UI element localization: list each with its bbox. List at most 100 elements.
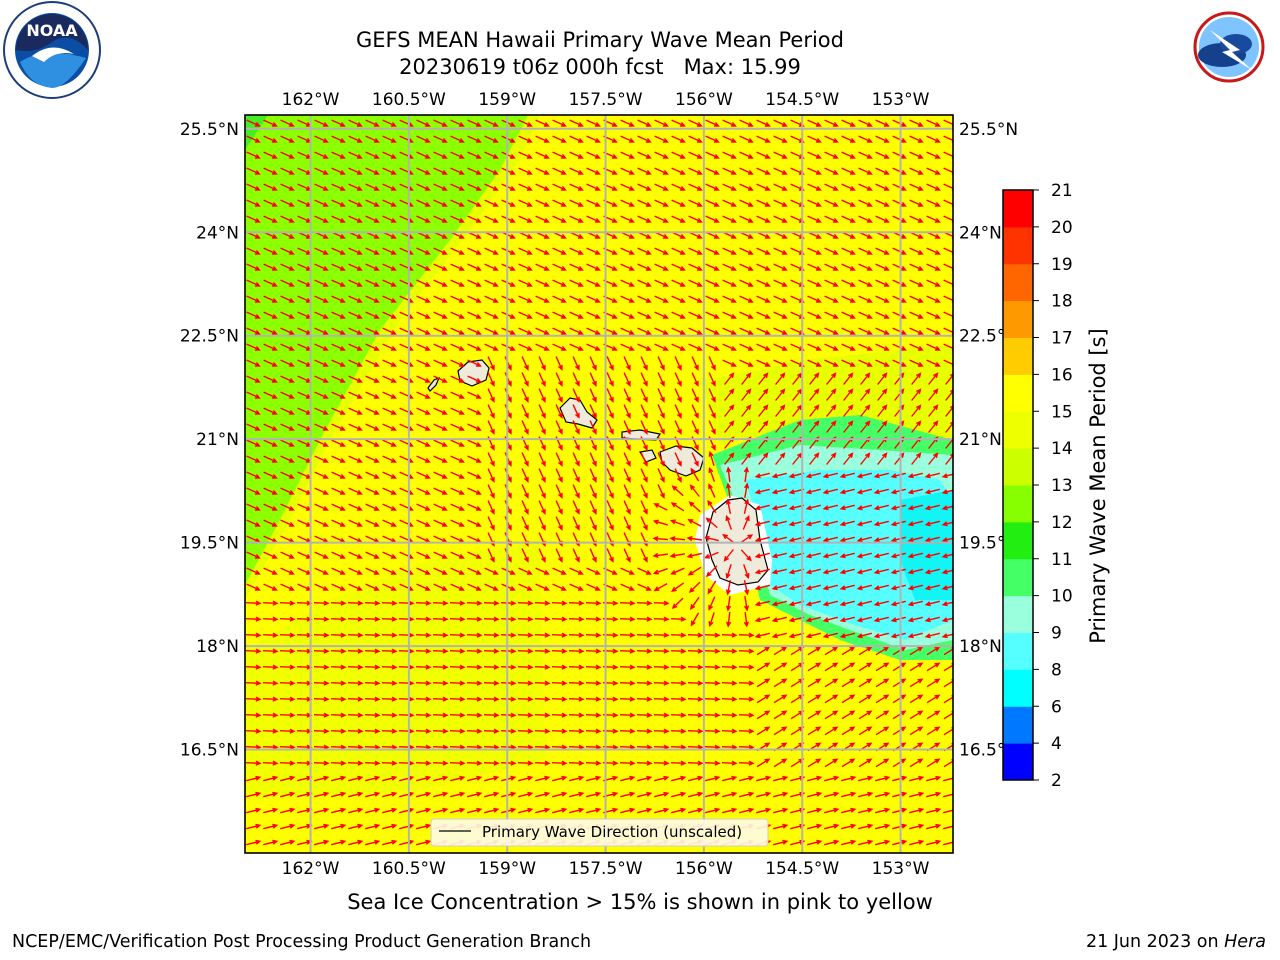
wave-arrow	[331, 279, 346, 287]
wave-arrow	[555, 484, 563, 499]
wave-arrow	[606, 452, 614, 467]
wave-arrow	[875, 167, 890, 175]
wave-arrow	[246, 327, 261, 335]
wave-arrow	[314, 311, 329, 319]
wave-arrow	[822, 600, 838, 607]
wave-arrow	[572, 388, 580, 403]
wave-arrow	[314, 279, 329, 287]
wave-arrow	[348, 455, 363, 463]
wave-arrow	[943, 710, 953, 720]
wave-arrow	[263, 455, 278, 463]
wave-arrow	[365, 215, 380, 223]
wave-arrow	[704, 648, 721, 654]
wave-arrow	[586, 567, 601, 575]
wave-arrow	[657, 484, 665, 499]
wave-arrow	[263, 295, 278, 303]
wave-arrow	[858, 775, 874, 782]
wave-arrow	[875, 135, 890, 143]
wave-arrow	[552, 263, 567, 271]
wave-arrow	[535, 311, 550, 319]
wave-arrow	[743, 612, 749, 628]
wave-arrow	[926, 823, 942, 830]
wave-arrow	[758, 420, 769, 433]
wave-arrow	[416, 279, 431, 287]
wave-arrow	[620, 167, 635, 175]
wave-arrow	[653, 744, 670, 750]
wave-arrow	[640, 420, 648, 435]
wave-arrow	[858, 327, 873, 335]
wave-arrow	[637, 807, 653, 814]
wave-arrow	[721, 712, 738, 718]
wave-arrow	[841, 199, 856, 207]
wave-arrow	[280, 439, 295, 447]
wave-arrow	[738, 680, 755, 686]
wave-arrow	[314, 183, 329, 191]
wave-arrow	[805, 504, 821, 511]
wave-arrow	[280, 311, 295, 319]
wave-arrow	[928, 420, 939, 433]
wave-arrow	[743, 564, 750, 580]
wave-arrow	[623, 388, 631, 403]
wave-arrow	[416, 791, 432, 798]
wave-arrow	[653, 616, 670, 622]
wave-arrow	[724, 420, 735, 433]
wave-arrow	[652, 536, 669, 542]
wave-arrow	[483, 696, 500, 702]
wave-arrow	[773, 199, 788, 207]
wave-arrow	[347, 744, 364, 750]
wave-arrow	[688, 247, 703, 255]
wave-arrow	[690, 612, 700, 627]
wave-arrow	[926, 183, 941, 191]
wave-arrow	[674, 388, 682, 403]
wave-arrow	[637, 151, 652, 159]
wave-arrow	[688, 279, 703, 287]
wave-arrow	[331, 375, 346, 383]
wave-arrow	[841, 775, 857, 782]
wave-arrow	[875, 646, 890, 656]
wave-arrow	[433, 263, 448, 271]
wave-arrow	[671, 135, 686, 143]
wave-arrow	[586, 263, 601, 271]
wave-arrow	[586, 791, 602, 798]
wave-arrow	[347, 616, 364, 622]
wave-arrow	[686, 552, 702, 559]
wave-arrow	[856, 552, 872, 559]
wave-arrow	[858, 279, 873, 287]
wave-arrow	[619, 664, 636, 670]
wave-arrow	[398, 728, 415, 734]
wave-arrow	[619, 696, 636, 702]
wave-arrow	[382, 487, 397, 495]
wave-arrow	[517, 664, 534, 670]
wave-arrow	[704, 632, 721, 638]
wave-arrow	[450, 311, 465, 319]
wave-arrow	[487, 372, 495, 387]
wave-arrow	[347, 600, 364, 606]
wave-arrow	[619, 760, 636, 766]
wave-arrow	[365, 807, 381, 814]
wave-arrow	[433, 135, 448, 143]
wave-arrow	[875, 807, 891, 814]
wave-arrow	[487, 516, 495, 531]
colorbar-segment	[1003, 743, 1033, 781]
wave-arrow	[263, 487, 278, 495]
wave-arrow	[890, 584, 906, 591]
wave-arrow	[620, 327, 635, 335]
wave-arrow	[909, 135, 924, 143]
wave-arrow	[873, 632, 889, 639]
wave-arrow	[487, 404, 495, 419]
wave-arrow	[416, 519, 431, 527]
wave-arrow	[722, 311, 737, 319]
wave-arrow	[636, 616, 653, 622]
wave-arrow	[365, 423, 380, 431]
wave-arrow	[246, 487, 261, 495]
wave-arrow	[943, 119, 953, 127]
wave-arrow	[263, 279, 278, 287]
wave-arrow	[263, 807, 279, 814]
wave-arrow	[807, 807, 823, 814]
wave-arrow	[773, 327, 788, 335]
wave-arrow	[517, 712, 534, 718]
wave-arrow	[688, 295, 703, 303]
wave-arrow	[433, 151, 448, 159]
wave-arrow	[892, 775, 908, 782]
wave-arrow	[467, 263, 482, 271]
